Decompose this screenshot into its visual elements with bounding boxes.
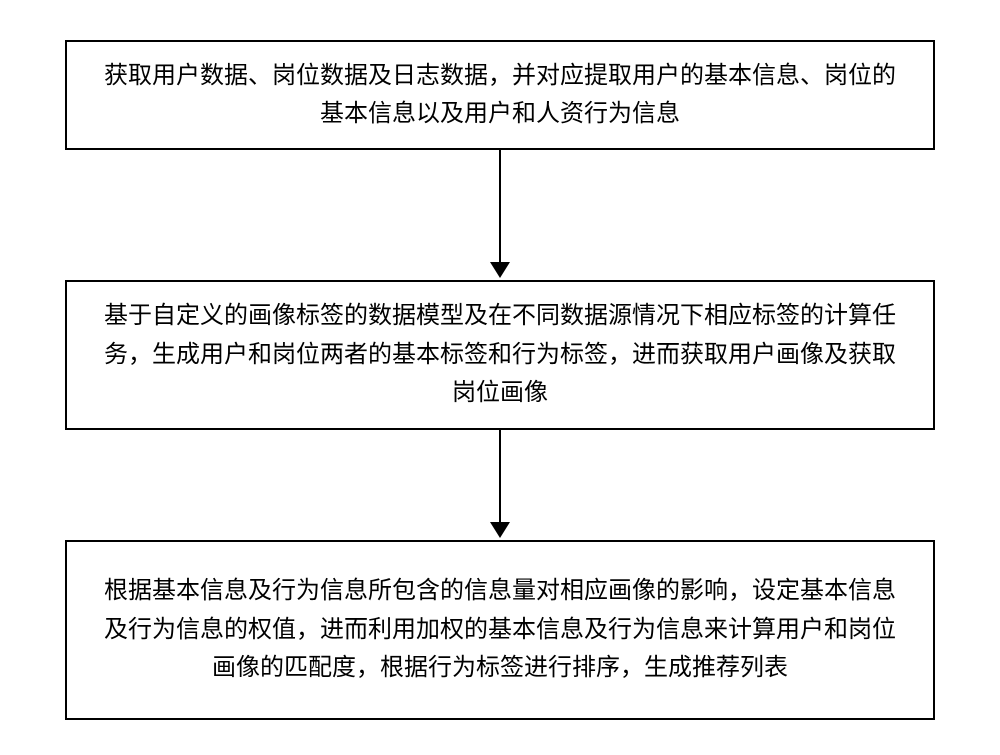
flow-box-1: 获取用户数据、岗位数据及日志数据，并对应提取用户的基本信息、岗位的基本信息以及用… [65, 40, 935, 150]
flowchart-container: 获取用户数据、岗位数据及日志数据，并对应提取用户的基本信息、岗位的基本信息以及用… [0, 0, 1000, 755]
arrow-head-1 [490, 262, 510, 278]
flow-box-2: 基于自定义的画像标签的数据模型及在不同数据源情况下相应标签的计算任务，生成用户和… [65, 280, 935, 430]
flow-text-3: 根据基本信息及行为信息所包含的信息量对相应画像的影响，设定基本信息及行为信息的权… [97, 572, 903, 687]
arrow-1 [490, 150, 510, 278]
arrow-line-1 [499, 150, 501, 262]
arrow-line-2 [499, 430, 501, 522]
flow-box-3: 根据基本信息及行为信息所包含的信息量对相应画像的影响，设定基本信息及行为信息的权… [65, 540, 935, 720]
flow-text-1: 获取用户数据、岗位数据及日志数据，并对应提取用户的基本信息、岗位的基本信息以及用… [97, 57, 903, 134]
arrow-2 [490, 430, 510, 538]
flow-text-2: 基于自定义的画像标签的数据模型及在不同数据源情况下相应标签的计算任务，生成用户和… [97, 297, 903, 412]
arrow-head-2 [490, 522, 510, 538]
